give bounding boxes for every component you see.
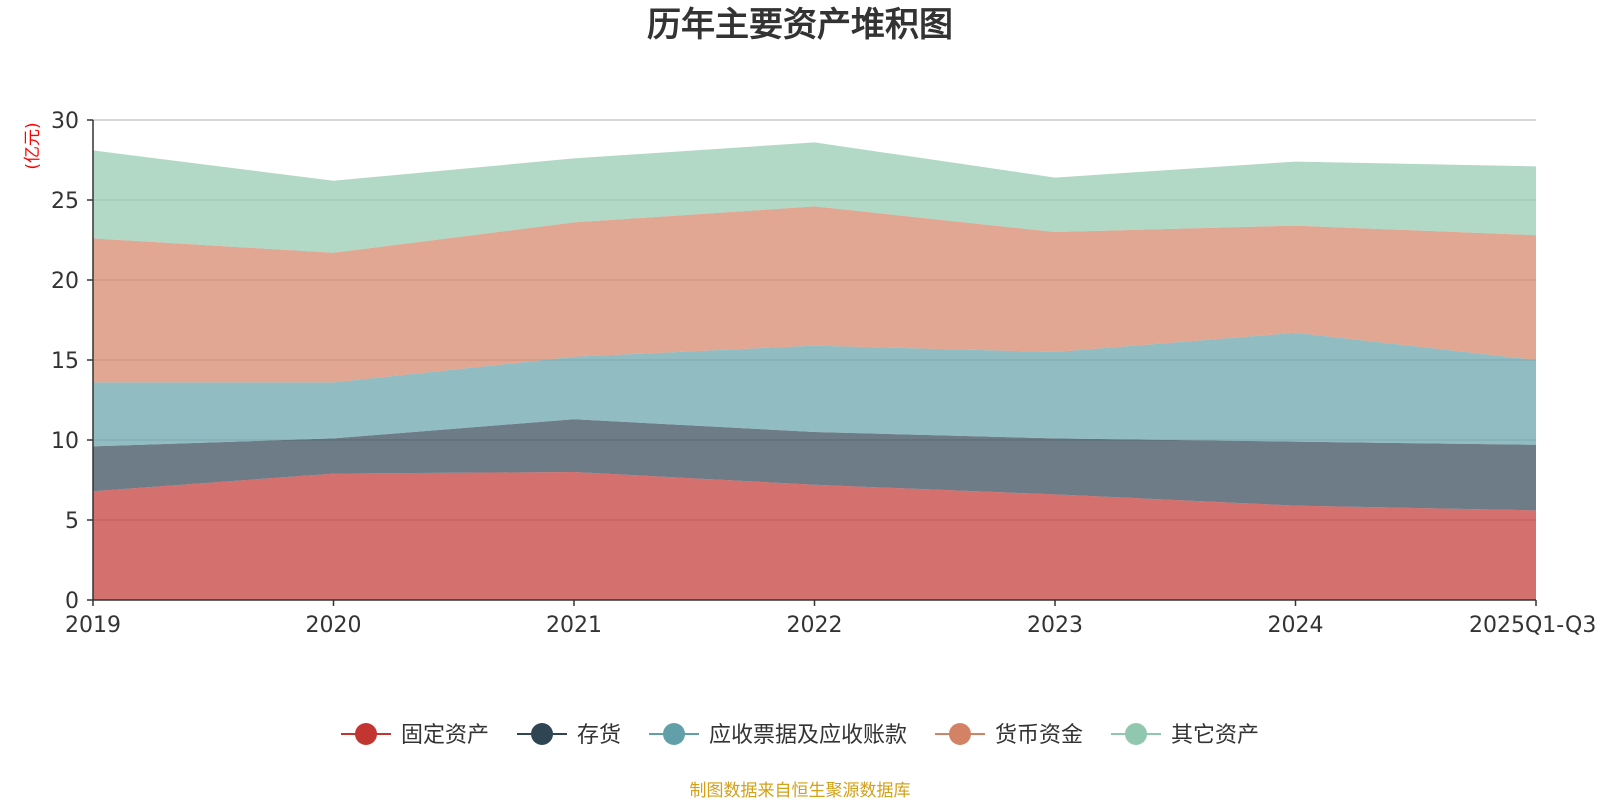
y-tick-label: 15 — [51, 349, 79, 374]
x-tick-label: 2019 — [65, 613, 121, 638]
y-tick-label: 20 — [51, 269, 79, 294]
y-tick-label: 25 — [51, 189, 79, 214]
y-tick-label: 5 — [65, 509, 79, 534]
legend-item-4: 货币资金 — [935, 723, 1083, 748]
y-tick-label: 30 — [51, 109, 79, 134]
legend-label: 固定资产 — [401, 723, 489, 748]
area-3 — [93, 332, 1536, 447]
legend-label: 其它资产 — [1171, 723, 1259, 748]
x-tick-label: 2023 — [1027, 613, 1083, 638]
y-tick-label: 10 — [51, 429, 79, 454]
x-tick-label: 2025Q1-Q3 — [1469, 613, 1596, 638]
legend-item-2: 存货 — [517, 723, 621, 748]
legend-marker — [1125, 723, 1147, 745]
area-2 — [93, 419, 1536, 511]
x-tick-label: 2024 — [1268, 613, 1324, 638]
legend-item-5: 其它资产 — [1111, 723, 1259, 748]
area-5 — [93, 142, 1536, 253]
legend-marker — [949, 723, 971, 745]
x-tick-label: 2022 — [787, 613, 843, 638]
legend-label: 应收票据及应收账款 — [709, 723, 907, 748]
legend-item-1: 固定资产 — [341, 723, 489, 748]
legend-label: 货币资金 — [995, 723, 1083, 748]
x-tick-label: 2021 — [546, 613, 602, 638]
y-tick-label: 0 — [65, 589, 79, 614]
legend: 固定资产 存货 应收票据及应收账款 货币资金 其它资产 — [341, 723, 1259, 748]
area-series — [93, 142, 1536, 600]
chart-title: 历年主要资产堆积图 — [647, 5, 953, 45]
legend-marker — [355, 723, 377, 745]
legend-marker — [531, 723, 553, 745]
legend-marker — [663, 723, 685, 745]
axes: 0 5 10 15 20 25 30 2019 2020 2021 2022 2023 2024 2025… — [51, 109, 1596, 638]
legend-item-3: 应收票据及应收账款 — [649, 723, 907, 748]
area-4 — [93, 206, 1536, 383]
x-tick-label: 2020 — [306, 613, 362, 638]
area-1 — [93, 472, 1536, 600]
y-axis-unit: (亿元) — [23, 122, 43, 169]
legend-label: 存货 — [577, 723, 621, 748]
source-note: 制图数据来自恒生聚源数据库 — [690, 781, 911, 800]
